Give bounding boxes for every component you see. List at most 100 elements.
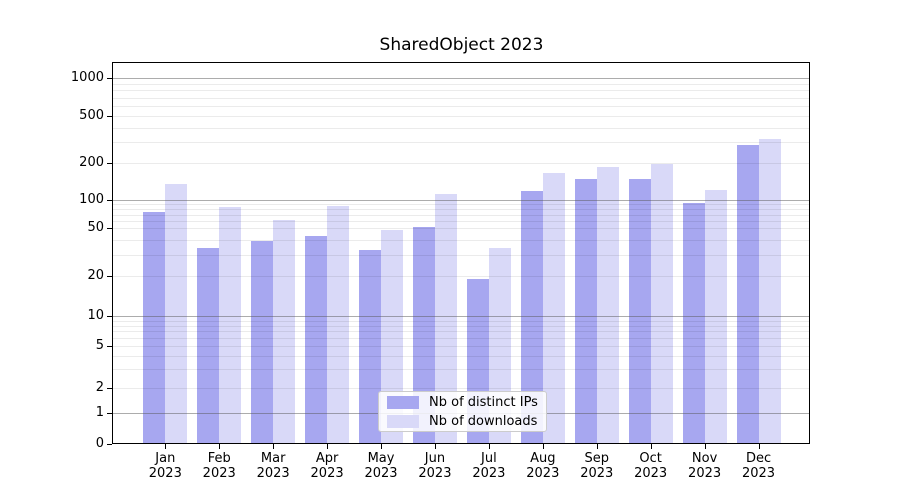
gridline-minor (113, 254, 810, 256)
gridline-minor (113, 388, 810, 389)
x-axis-tick (758, 444, 760, 449)
gridline-major (113, 316, 810, 317)
y-axis-tick (107, 444, 112, 445)
bar-downloads-dec (758, 139, 781, 444)
x-axis-tick-label-jul: Jul 2023 (472, 451, 506, 481)
x-axis-tick (704, 444, 706, 449)
y-axis-tick (107, 78, 112, 80)
gridline-minor (113, 276, 810, 277)
bar-distinct-ips-may (359, 249, 382, 444)
x-axis-tick (327, 444, 329, 449)
legend-swatch-distinct-ips (387, 395, 419, 409)
bar-distinct-ips-jun (412, 226, 435, 444)
x-axis-tick-label-feb: Feb 2023 (202, 451, 236, 481)
y-axis-tick (107, 316, 112, 317)
gridline-minor (113, 163, 810, 165)
x-axis-tick (219, 444, 221, 449)
gridline-major (113, 200, 810, 201)
gridline-minor (113, 239, 810, 241)
y-axis-tick-label: 100 (79, 192, 104, 207)
legend-swatch-downloads (387, 414, 419, 428)
x-axis-tick-label-aug: Aug 2023 (526, 451, 560, 481)
x-axis-tick-label-oct: Oct 2023 (634, 451, 668, 481)
x-axis-tick-label-apr: Apr 2023 (310, 451, 344, 481)
legend-item-downloads: Nb of downloads (387, 414, 538, 429)
gridline-minor (113, 127, 810, 129)
y-axis-tick (107, 116, 112, 117)
gridline-minor (113, 90, 810, 92)
bar-distinct-ips-jan (143, 211, 166, 444)
bar-downloads-mar (273, 220, 296, 444)
y-axis-tick-label: 20 (87, 268, 104, 283)
bar-distinct-ips-nov (682, 202, 705, 444)
gridline-minor (113, 106, 810, 108)
y-axis-tick (107, 388, 112, 389)
bar-downloads-sep (596, 166, 619, 444)
y-axis-tick-label: 200 (79, 155, 104, 171)
legend-item-distinct-ips: Nb of distinct IPs (387, 395, 538, 410)
y-axis-tick-label: 1000 (70, 70, 104, 86)
x-axis-tick-label-nov: Nov 2023 (688, 451, 722, 481)
y-axis-tick-label: 50 (87, 220, 104, 236)
gridline-minor (113, 338, 810, 340)
y-axis-tick-label: 10 (87, 308, 104, 323)
gridline-minor (113, 214, 810, 216)
gridline-minor (113, 320, 810, 322)
y-axis-tick (107, 276, 112, 277)
gridline-minor (113, 369, 810, 371)
bar-distinct-ips-aug (520, 191, 543, 444)
bar-downloads-may (381, 230, 404, 444)
x-axis-tick (650, 444, 652, 449)
legend: Nb of distinct IPs Nb of downloads (378, 391, 547, 432)
bar-distinct-ips-apr (305, 236, 328, 444)
x-axis-tick-label-may: May 2023 (364, 451, 398, 481)
y-axis-tick (107, 413, 112, 414)
bar-distinct-ips-dec (736, 144, 759, 444)
bar-distinct-ips-feb (197, 248, 220, 444)
x-axis-tick (596, 444, 598, 449)
x-axis-tick (542, 444, 544, 449)
gridline-minor (113, 97, 810, 99)
x-axis-tick (165, 444, 167, 449)
y-axis-tick-label: 2 (95, 380, 104, 395)
chart-title: SharedObject 2023 (379, 35, 544, 55)
x-axis-tick (488, 444, 490, 449)
gridline-minor (113, 325, 810, 327)
y-axis-tick (107, 228, 112, 230)
gridline-minor (113, 331, 810, 333)
x-axis-tick-label-dec: Dec 2023 (741, 451, 776, 481)
x-axis-tick (273, 444, 275, 449)
bar-distinct-ips-mar (251, 241, 274, 444)
gridline-minor (113, 356, 810, 358)
x-axis-tick (434, 444, 436, 449)
gridline-major (113, 78, 810, 80)
y-axis-tick-label: 500 (79, 108, 104, 123)
gridline-minor (113, 84, 810, 86)
y-axis-tick (107, 200, 112, 201)
gridline-minor (113, 228, 810, 230)
x-axis-tick-label-sep: Sep 2023 (580, 451, 614, 481)
gridline-minor (113, 204, 810, 206)
bar-downloads-aug (542, 173, 565, 444)
legend-label-downloads: Nb of downloads (429, 413, 538, 429)
x-axis-tick-label-mar: Mar 2023 (256, 451, 290, 481)
gridline-minor (113, 142, 810, 144)
x-axis-tick-label-jun: Jun 2023 (418, 451, 452, 481)
x-axis-tick-label-jan: Jan 2023 (148, 451, 182, 481)
bar-downloads-apr (327, 206, 350, 444)
gridline-minor (113, 220, 810, 222)
gridline-minor (113, 346, 810, 347)
bar-distinct-ips-sep (574, 178, 597, 444)
bar-downloads-jan (165, 184, 188, 444)
y-axis-tick (107, 346, 112, 347)
bar-downloads-feb (219, 206, 242, 444)
y-axis-tick-label: 5 (95, 338, 104, 353)
legend-label-distinct-ips: Nb of distinct IPs (429, 394, 538, 410)
bar-downloads-oct (650, 163, 673, 444)
y-axis-tick-label: 1 (95, 405, 104, 420)
x-axis-tick (381, 444, 383, 449)
y-axis-tick-label: 0 (95, 436, 104, 451)
gridline-minor (113, 116, 810, 117)
bar-distinct-ips-oct (628, 179, 651, 444)
